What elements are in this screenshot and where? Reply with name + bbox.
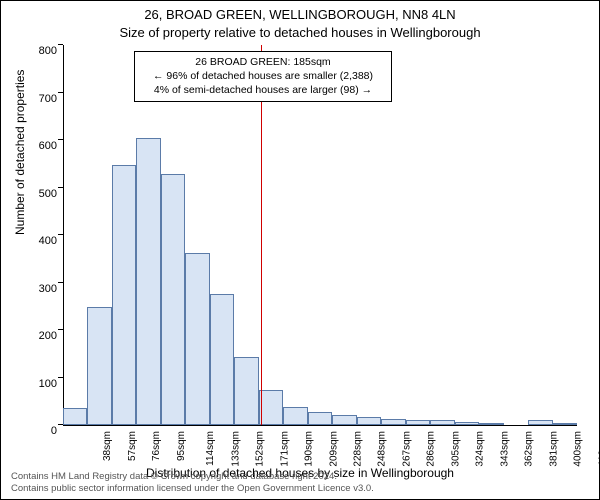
histogram-bar (406, 420, 430, 425)
chart-title-2: Size of property relative to detached ho… (1, 25, 599, 40)
y-tick-mark (58, 234, 63, 235)
histogram-bar (430, 420, 454, 425)
histogram-bar (259, 390, 283, 425)
annotation-line-3: 4% of semi-detached houses are larger (9… (141, 83, 385, 97)
x-tick-label: 381sqm (548, 431, 559, 467)
annotation-box: 26 BROAD GREEN: 185sqm ← 96% of detached… (134, 51, 392, 102)
y-tick-label: 200 (39, 330, 57, 342)
x-axis-line (63, 425, 577, 426)
y-tick-mark (58, 424, 63, 425)
x-tick-label: 152sqm (255, 431, 266, 467)
x-tick-label: 228sqm (353, 431, 364, 467)
x-tick-label: 362sqm (524, 431, 535, 467)
x-tick-label: 171sqm (279, 431, 290, 467)
x-tick-label: 324sqm (475, 431, 486, 467)
histogram-bar (136, 138, 160, 425)
histogram-bar (87, 307, 111, 425)
y-tick-label: 600 (39, 140, 57, 152)
chart-title-1: 26, BROAD GREEN, WELLINGBOROUGH, NN8 4LN (1, 7, 599, 22)
annotation-line-2: ← 96% of detached houses are smaller (2,… (141, 69, 385, 83)
y-tick-label: 800 (39, 45, 57, 57)
y-axis-label: Number of detached properties (13, 70, 27, 235)
x-tick-label: 400sqm (573, 431, 584, 467)
y-tick-mark (58, 329, 63, 330)
x-tick-label: 133sqm (230, 431, 241, 467)
plot-area (63, 45, 577, 425)
y-tick-mark (58, 187, 63, 188)
x-tick-label: 76sqm (151, 431, 162, 461)
reference-line (261, 45, 262, 425)
histogram-bar (112, 165, 136, 425)
x-tick-label: 38sqm (102, 431, 113, 461)
histogram-bar (357, 417, 381, 425)
histogram-bar (234, 357, 258, 425)
histogram-bar (553, 423, 577, 425)
x-tick-label: 248sqm (377, 431, 388, 467)
histogram-bars (63, 45, 577, 425)
y-tick-mark (58, 139, 63, 140)
footer-line-1: Contains HM Land Registry data © Crown c… (11, 471, 374, 483)
x-tick-label: 286sqm (426, 431, 437, 467)
y-tick-mark (58, 92, 63, 93)
footer-line-2: Contains public sector information licen… (11, 483, 374, 495)
histogram-bar (528, 420, 552, 425)
histogram-bar (161, 174, 185, 425)
histogram-bar (332, 415, 356, 425)
y-tick-label: 400 (39, 235, 57, 247)
y-tick-label: 500 (39, 188, 57, 200)
y-tick-label: 0 (51, 425, 57, 437)
x-tick-label: 267sqm (402, 431, 413, 467)
annotation-line-1: 26 BROAD GREEN: 185sqm (141, 55, 385, 69)
y-tick-label: 300 (39, 283, 57, 295)
x-tick-label: 114sqm (205, 431, 216, 466)
x-tick-label: 190sqm (304, 431, 315, 467)
x-tick-label: 343sqm (499, 431, 510, 467)
histogram-bar (381, 419, 405, 425)
histogram-bar (283, 407, 307, 425)
y-tick-label: 700 (39, 93, 57, 105)
x-tick-label: 305sqm (450, 431, 461, 467)
chart-container: { "titles": { "line1": "26, BROAD GREEN,… (0, 0, 600, 500)
histogram-bar (210, 294, 234, 425)
histogram-bar (455, 422, 479, 425)
footer-text: Contains HM Land Registry data © Crown c… (11, 471, 374, 495)
y-tick-label: 100 (39, 378, 57, 390)
x-tick-label: 209sqm (328, 431, 339, 467)
histogram-bar (479, 423, 503, 425)
histogram-bar (308, 412, 332, 425)
y-tick-mark (58, 44, 63, 45)
y-tick-mark (58, 377, 63, 378)
y-tick-mark (58, 282, 63, 283)
histogram-bar (63, 408, 87, 425)
x-tick-label: 57sqm (127, 431, 138, 461)
histogram-bar (185, 253, 209, 425)
x-tick-label: 95sqm (176, 431, 187, 461)
